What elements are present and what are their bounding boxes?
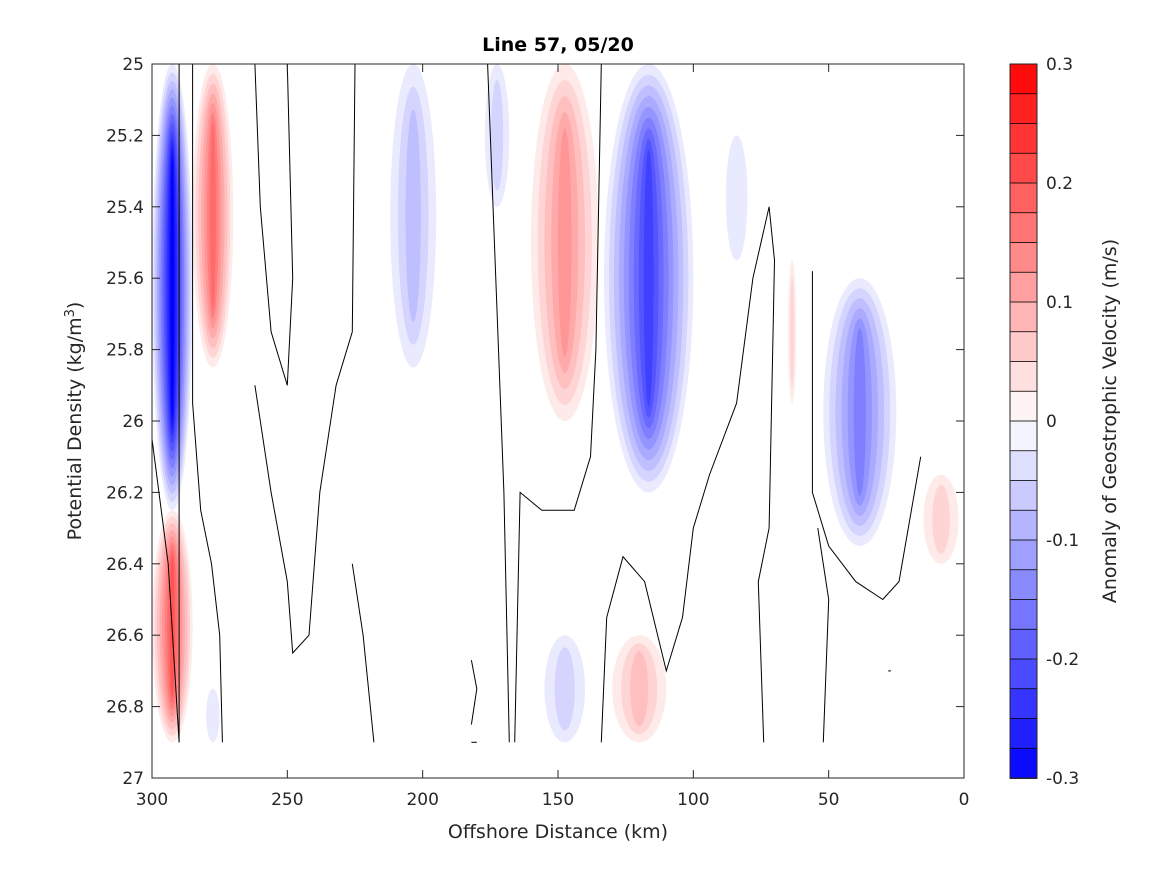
anomaly-region-negative bbox=[390, 64, 437, 368]
contour-band bbox=[932, 484, 950, 554]
colorbar-segment bbox=[1009, 539, 1038, 571]
colorbar-segment bbox=[1009, 301, 1038, 333]
x-tick-label: 50 bbox=[818, 790, 840, 810]
x-tick-label: 100 bbox=[677, 790, 709, 810]
anomaly-region-positive bbox=[192, 64, 234, 368]
y-tick-label: 27 bbox=[122, 769, 144, 789]
y-axis: 25 25.2 25.4 25.6 25.8 26 26.2 26.4 26.6 26.8 27 bbox=[106, 55, 964, 789]
anomaly-region-negative bbox=[725, 135, 748, 261]
colorbar-segment bbox=[1009, 93, 1038, 125]
zero-contour-line bbox=[192, 64, 223, 743]
y-axis-label: Potential Density (kg/m3) bbox=[63, 302, 86, 541]
zero-contour-line bbox=[152, 438, 180, 743]
y-tick-label: 26.2 bbox=[106, 483, 144, 503]
anomaly-region-negative bbox=[206, 688, 220, 743]
colorbar-segment bbox=[1009, 688, 1038, 720]
colorbar-tick-label: 0.1 bbox=[1046, 293, 1073, 313]
y-axis-label-main: Potential Density (kg/m bbox=[64, 317, 86, 540]
zero-contour-line bbox=[254, 64, 294, 386]
chart-title: Line 57, 05/20 bbox=[482, 34, 634, 56]
y-tick-label: 25.2 bbox=[106, 126, 144, 146]
colorbar-segment bbox=[1009, 628, 1038, 660]
colorbar-segment bbox=[1009, 212, 1038, 244]
y-tick-label: 26.4 bbox=[106, 555, 144, 575]
colorbar-segment bbox=[1009, 509, 1038, 541]
x-axis: 300 250 200 150 100 50 0 bbox=[136, 64, 970, 810]
colorbar-segment bbox=[1009, 569, 1038, 601]
x-tick-label: 300 bbox=[136, 790, 168, 810]
colorbar-segment bbox=[1009, 331, 1038, 363]
x-tick-label: 250 bbox=[271, 790, 303, 810]
anomaly-region-positive bbox=[530, 64, 599, 421]
zero-contour-line bbox=[254, 64, 356, 655]
zero-contour-line bbox=[351, 563, 375, 743]
anomaly-region-negative bbox=[544, 635, 586, 743]
colorbar-segment bbox=[1009, 599, 1038, 631]
y-tick-label: 25.8 bbox=[106, 341, 144, 361]
x-tick-label: 0 bbox=[959, 790, 970, 810]
zero-contour-line bbox=[811, 271, 922, 601]
contour-band bbox=[725, 135, 748, 261]
y-tick-label: 26.6 bbox=[106, 626, 144, 646]
contour-band bbox=[491, 80, 504, 191]
colorbar-tick-label: -0.1 bbox=[1046, 531, 1079, 551]
colorbar-segment bbox=[1009, 450, 1038, 482]
zero-contour-line bbox=[514, 64, 602, 743]
zero-contour-line bbox=[470, 660, 478, 725]
colorbar-segment bbox=[1009, 271, 1038, 303]
colorbar: 0.3 0.2 0.1 0 -0.1 -0.2 -0.3 bbox=[1009, 55, 1079, 789]
anomaly-region-positive bbox=[788, 260, 797, 404]
colorbar-segment bbox=[1009, 123, 1038, 155]
contour-band bbox=[210, 122, 216, 309]
contour-band bbox=[630, 651, 649, 727]
x-axis-label: Offshore Distance (km) bbox=[448, 821, 668, 843]
anomaly-region-positive bbox=[923, 474, 959, 564]
zero-contour-line bbox=[487, 64, 510, 743]
x-tick-label: 200 bbox=[406, 790, 438, 810]
colorbar-label: Anomaly of Geostrophic Velocity (m/s) bbox=[1099, 239, 1121, 603]
zero-contour-line bbox=[817, 528, 830, 743]
anomaly-region-positive bbox=[612, 635, 667, 743]
colorbar-segment bbox=[1009, 63, 1038, 95]
anomaly-region-negative bbox=[484, 64, 510, 207]
colorbar-segment bbox=[1009, 390, 1038, 422]
contour-band bbox=[643, 149, 654, 407]
x-tick-label: 150 bbox=[542, 790, 574, 810]
colorbar-segment bbox=[1009, 420, 1038, 452]
colorbar-segment bbox=[1009, 152, 1038, 184]
contour-band bbox=[853, 328, 866, 496]
anomaly-region-negative bbox=[604, 64, 694, 493]
colorbar-tick-label: 0.2 bbox=[1046, 174, 1073, 194]
colorbar-segment bbox=[1009, 182, 1038, 214]
colorbar-tick-label: 0 bbox=[1046, 412, 1057, 432]
contour-band bbox=[790, 276, 795, 388]
colorbar-segment bbox=[1009, 658, 1038, 690]
y-axis-label-superscript: 3 bbox=[63, 309, 78, 317]
colorbar-segment bbox=[1009, 747, 1038, 779]
colorbar-segment bbox=[1009, 718, 1038, 750]
colorbar-tick-label: -0.2 bbox=[1046, 650, 1079, 670]
y-tick-label: 25.4 bbox=[106, 198, 144, 218]
y-tick-label: 26 bbox=[122, 412, 144, 432]
colorbar-segment bbox=[1009, 242, 1038, 274]
anomaly-region-negative bbox=[152, 64, 193, 511]
colorbar-tick-label: 0.3 bbox=[1046, 55, 1073, 75]
contour-band bbox=[170, 156, 174, 419]
colorbar-segment bbox=[1009, 480, 1038, 512]
y-tick-label: 25 bbox=[122, 55, 144, 75]
colorbar-segment bbox=[1009, 361, 1038, 393]
contour-band bbox=[558, 128, 572, 357]
contour-band bbox=[405, 109, 421, 322]
y-tick-label: 26.8 bbox=[106, 698, 144, 718]
zero-contour-line bbox=[600, 206, 776, 743]
zero-contour-lines bbox=[152, 64, 922, 743]
contour-band bbox=[206, 688, 220, 743]
y-tick-label: 25.6 bbox=[106, 269, 144, 289]
y-axis-label-end: ) bbox=[64, 302, 86, 309]
contour-band bbox=[554, 647, 575, 731]
colorbar-tick-label: -0.3 bbox=[1046, 769, 1079, 789]
anomaly-region-negative bbox=[823, 278, 897, 546]
